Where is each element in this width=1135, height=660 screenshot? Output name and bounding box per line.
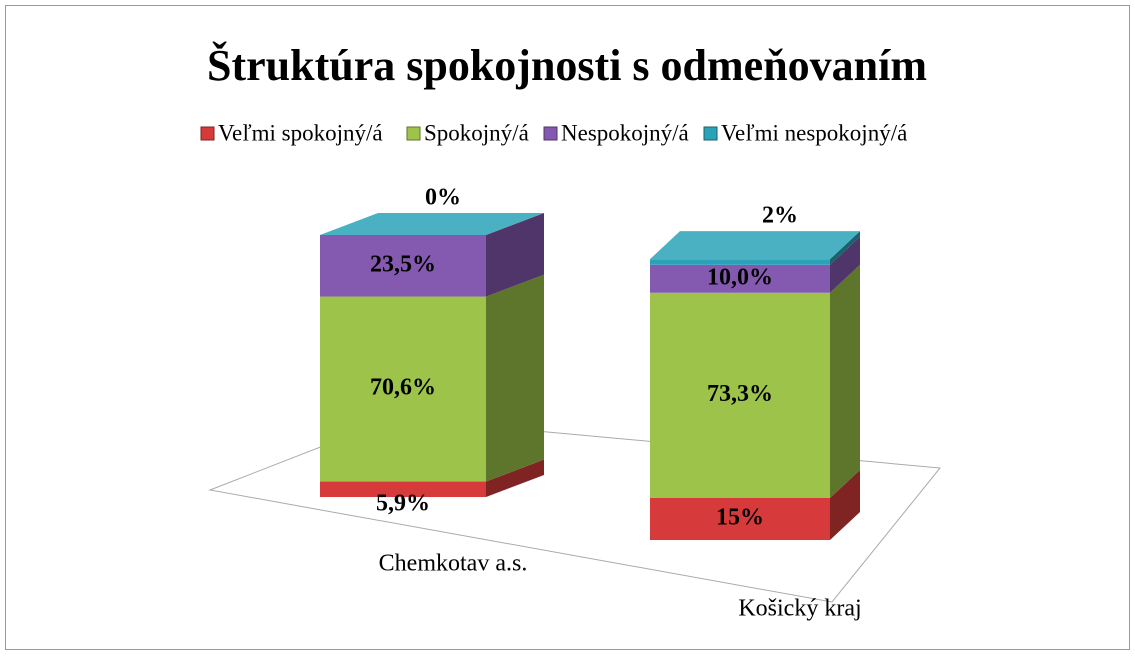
data-label: 5,9% [376, 491, 430, 517]
x-tick-label: Košický kraj [738, 596, 861, 622]
bar-segment-side [830, 470, 860, 540]
bar-segment [650, 292, 830, 498]
bar-segment [320, 235, 486, 297]
data-label: 15% [716, 505, 764, 531]
bar-segment-side [830, 231, 860, 265]
data-label: 23,5% [370, 251, 436, 277]
data-label: 2% [762, 203, 798, 229]
bar-segment [320, 296, 486, 482]
legend-marker [543, 126, 558, 141]
bar-segment-side [486, 213, 544, 297]
data-label: 73,3% [707, 381, 773, 407]
bar-segment [650, 264, 830, 293]
legend-label: Nespokojný/á [561, 120, 689, 145]
data-label: 70,6% [370, 375, 436, 401]
legend-label: Veľmi spokojný/á [218, 120, 383, 145]
bar-segment [650, 259, 830, 265]
bar-segment [320, 481, 486, 497]
legend-label: Spokojný/á [424, 120, 529, 145]
chart-title: Štruktúra spokojnosti s odmeňovaním [207, 40, 927, 90]
legend-label: Veľmi nespokojný/á [721, 120, 907, 145]
bar-segment-side [486, 459, 544, 497]
bar-segment-side [830, 236, 860, 293]
bar-top [650, 231, 860, 260]
legend-marker [406, 126, 421, 141]
bar-segment-side [486, 274, 544, 482]
bar-segment-side [830, 264, 860, 498]
x-tick-label: Chemkotav a.s. [379, 551, 528, 577]
legend-marker [200, 126, 215, 141]
data-label: 10,0% [707, 264, 773, 290]
data-label: 0% [425, 185, 461, 211]
bar-segment [650, 498, 830, 540]
legend-marker [703, 126, 718, 141]
legend: Veľmi spokojný/á Spokojný/á Nespokojný/á Ve… [200, 120, 907, 145]
bar-top [320, 213, 544, 235]
